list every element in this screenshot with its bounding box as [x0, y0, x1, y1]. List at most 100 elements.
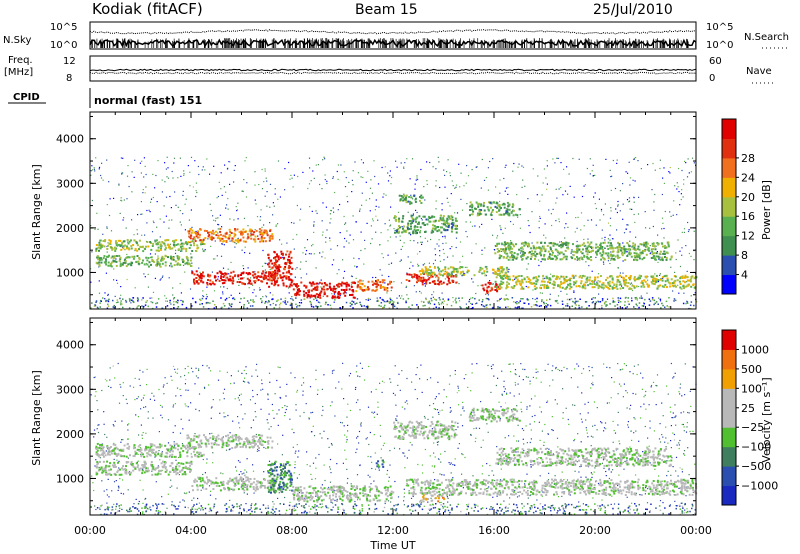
echo-point [258, 275, 261, 278]
echo-point [219, 227, 222, 230]
echo-point [653, 245, 656, 248]
echo-point [425, 218, 428, 221]
noise-point [670, 215, 672, 217]
noise-point [203, 295, 205, 298]
echo-point [209, 282, 212, 285]
echo-point [154, 240, 157, 243]
echo-point [563, 242, 566, 245]
echo-point [371, 280, 374, 283]
echo-point [95, 244, 98, 246]
echo-point [563, 277, 566, 280]
echo-point [231, 282, 234, 285]
noise-point [217, 228, 219, 230]
echo-point [125, 247, 128, 250]
noise-point [480, 187, 482, 189]
echo-point [675, 285, 677, 288]
echo-point [204, 237, 207, 239]
noise-point [514, 382, 516, 384]
noise-point [657, 261, 659, 263]
noise-point [607, 238, 609, 240]
noise-point [400, 297, 402, 299]
noise-point [662, 177, 664, 179]
noise-point [116, 282, 119, 284]
echo-point [178, 263, 181, 266]
colorbar-tick-label: 28 [741, 152, 755, 165]
echo-point [651, 252, 654, 255]
echo-point [223, 274, 226, 277]
noise-point [184, 229, 186, 231]
low-range-point [91, 302, 93, 304]
echo-point [298, 293, 301, 296]
echo-point [536, 241, 539, 244]
low-range-point [634, 298, 637, 300]
echo-point [665, 274, 668, 277]
echo-point [595, 252, 598, 255]
echo-point [617, 241, 620, 244]
noise-point [182, 194, 184, 196]
echo-point [421, 279, 424, 282]
noise-point [524, 483, 526, 485]
echo-point [606, 245, 609, 248]
echo-point [447, 272, 450, 275]
echo-point [170, 257, 172, 260]
echo-point [169, 246, 171, 249]
echo-point [486, 270, 489, 273]
noise-point [357, 172, 359, 174]
echo-point [500, 207, 502, 209]
echo-point [107, 244, 110, 247]
echo-point [269, 279, 272, 282]
echo-point [508, 242, 510, 245]
echo-point [338, 285, 340, 288]
noise-point [435, 200, 437, 202]
noise-point [369, 298, 371, 300]
echo-point [282, 252, 284, 255]
noise-point [580, 229, 582, 231]
echo-point [506, 252, 509, 255]
noise-point [258, 287, 261, 289]
echo-point [420, 197, 423, 200]
low-range-point [536, 297, 538, 300]
noise-point [415, 199, 417, 201]
echo-point [215, 279, 217, 282]
noise-point [121, 172, 123, 174]
noise-point [400, 259, 402, 261]
noise-point [235, 243, 237, 245]
noise-point [459, 186, 461, 188]
noise-point [302, 171, 304, 173]
echo-point [666, 277, 669, 280]
low-range-point [674, 299, 677, 302]
low-range-point [570, 298, 573, 300]
low-range-point [205, 297, 207, 300]
echo-point [560, 283, 563, 285]
low-range-point [690, 301, 693, 303]
echo-point [520, 275, 523, 277]
noise-point [369, 210, 371, 212]
noise-point [624, 460, 626, 463]
echo-point [503, 241, 506, 244]
noise-point [346, 230, 348, 232]
echo-point [581, 257, 584, 260]
noise-point [183, 174, 185, 176]
echo-point [172, 240, 174, 243]
echo-point [684, 281, 686, 284]
noise-point [576, 259, 578, 261]
echo-point [134, 247, 137, 250]
noise-point [262, 296, 264, 298]
low-range-point [122, 306, 124, 309]
echo-point [553, 281, 556, 284]
noise-point [390, 206, 392, 208]
echo-point [676, 279, 679, 282]
noise-point [172, 294, 174, 296]
noise-point [249, 252, 251, 254]
noise-point [134, 159, 136, 161]
noise-point [129, 299, 131, 301]
echo-point [416, 226, 419, 228]
noise-point [654, 193, 656, 196]
low-range-point [177, 299, 179, 302]
echo-point [572, 243, 574, 246]
noise-point [626, 251, 628, 253]
echo-point [239, 277, 242, 280]
noise-point [407, 211, 409, 213]
noise-point [390, 183, 392, 185]
